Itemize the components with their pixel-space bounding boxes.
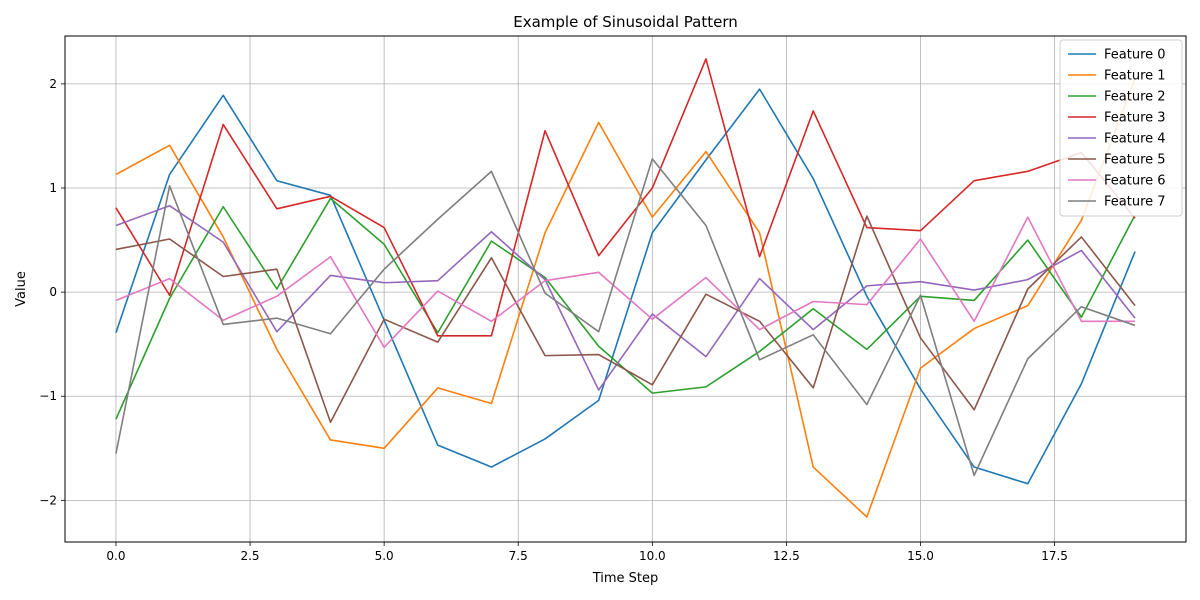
x-tick-label: 5.0 bbox=[375, 549, 394, 563]
x-tick-label: 10.0 bbox=[639, 549, 666, 563]
x-tick-label: 12.5 bbox=[773, 549, 800, 563]
x-tick-label: 15.0 bbox=[907, 549, 934, 563]
legend: Feature 0 Feature 1 Feature 2 Feature 3 Feat… bbox=[1059, 39, 1183, 217]
legend-label-feature-6: Feature 6 bbox=[1104, 174, 1166, 189]
x-tick-label: 17.5 bbox=[1041, 549, 1068, 563]
series-line-feature-3 bbox=[115, 58, 1136, 337]
legend-label-feature-5: Feature 5 bbox=[1104, 153, 1166, 168]
chart-title: Example of Sinusoidal Pattern bbox=[513, 13, 738, 31]
series-line-feature-4 bbox=[115, 204, 1136, 391]
grid-layer bbox=[65, 36, 1186, 542]
y-tick-label: 1 bbox=[49, 181, 57, 195]
x-axis-title: Time Step bbox=[592, 571, 659, 586]
legend-label-feature-7: Feature 7 bbox=[1104, 195, 1166, 210]
y-axis-title: Value bbox=[14, 271, 29, 307]
tick-layer: 0.0 2.5 5.0 7.5 10.0 12.5 15.0 17.5 −2 −1 0 1 2 bbox=[39, 77, 1068, 563]
legend-label-feature-2: Feature 2 bbox=[1104, 90, 1166, 105]
series-line-feature-1 bbox=[115, 78, 1136, 518]
x-tick-label: 7.5 bbox=[509, 549, 528, 563]
y-tick-label: −2 bbox=[39, 493, 57, 507]
x-tick-label: 2.5 bbox=[240, 549, 259, 563]
y-tick-label: −1 bbox=[39, 389, 57, 403]
legend-label-feature-3: Feature 3 bbox=[1104, 111, 1166, 126]
series-line-feature-5 bbox=[115, 215, 1136, 424]
legend-box bbox=[1059, 39, 1183, 217]
x-tick-label: 0.0 bbox=[106, 549, 125, 563]
series-line-feature-6 bbox=[115, 216, 1136, 349]
series-line-feature-7 bbox=[115, 158, 1136, 477]
series-line-feature-0 bbox=[115, 88, 1136, 485]
y-tick-label: 2 bbox=[49, 77, 57, 91]
legend-label-feature-4: Feature 4 bbox=[1104, 132, 1166, 147]
y-tick-label: 0 bbox=[49, 285, 57, 299]
series-layer bbox=[115, 58, 1136, 518]
legend-label-feature-0: Feature 0 bbox=[1104, 48, 1166, 63]
plot-frame bbox=[64, 35, 1187, 543]
legend-label-feature-1: Feature 1 bbox=[1104, 69, 1166, 84]
